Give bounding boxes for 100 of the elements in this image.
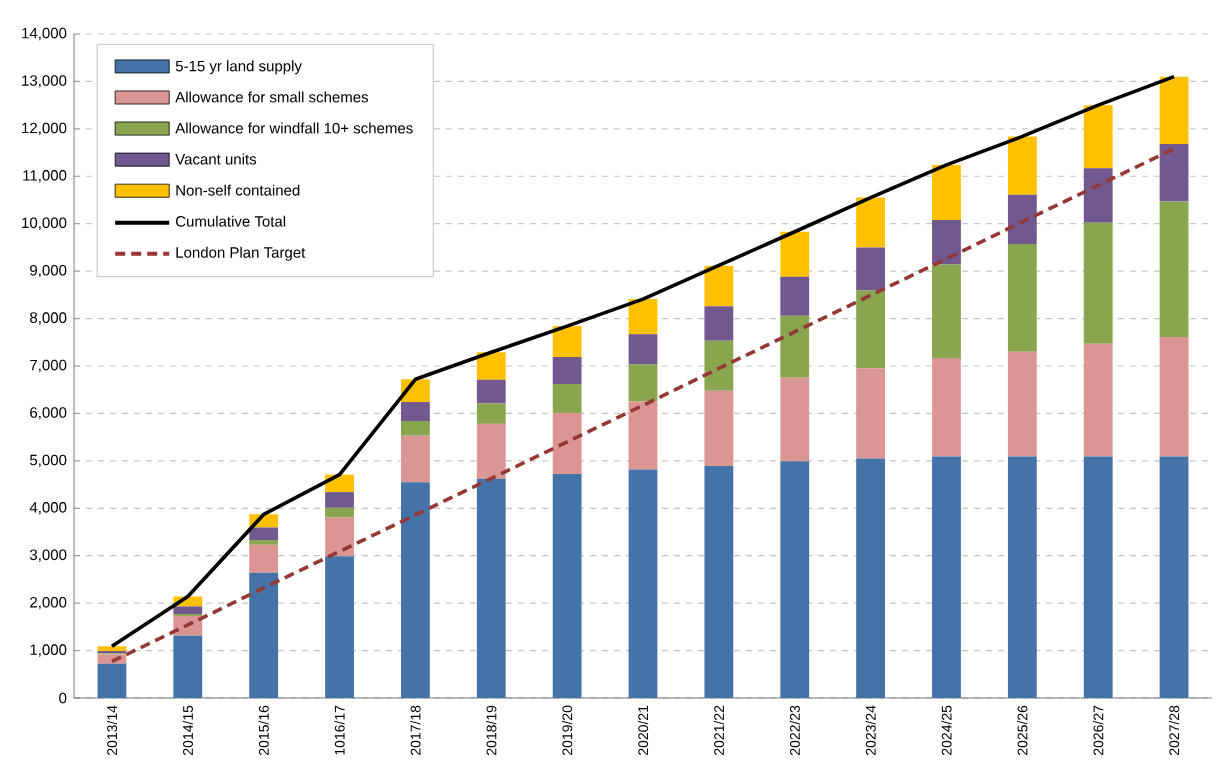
- bar: [856, 247, 886, 291]
- bar: [476, 423, 506, 479]
- bar: [476, 352, 506, 380]
- y-tick-label: 0: [59, 692, 67, 704]
- legend-label: Allowance for windfall 10+ schemes: [175, 122, 413, 134]
- bar: [704, 265, 734, 307]
- bar: [249, 572, 279, 698]
- bar: [400, 421, 430, 436]
- bar: [552, 326, 582, 357]
- y-tick-label: 1,000: [30, 644, 67, 657]
- bar: [856, 368, 886, 459]
- bar: [856, 290, 886, 369]
- bar: [325, 492, 354, 508]
- y-tick-label: 10,000: [22, 217, 67, 230]
- legend-label: Allowance for small schemes: [175, 91, 369, 103]
- bar: [400, 402, 430, 422]
- y-tick-label: 14,000: [22, 27, 67, 41]
- bar: [1007, 194, 1037, 245]
- bar: [704, 390, 734, 467]
- x-tick-label: 2027/28: [1168, 705, 1180, 755]
- bar: [325, 556, 354, 698]
- bar: [1007, 456, 1037, 698]
- bar: [704, 466, 734, 698]
- x-tick-label: 2025/26: [1017, 705, 1028, 755]
- legend-label: London Plan Target: [176, 246, 306, 261]
- bar: [552, 474, 582, 698]
- x-tick-label: 2017/18: [410, 705, 421, 755]
- y-tick-label: 12,000: [22, 122, 67, 136]
- y-tick-label: 8,000: [30, 312, 67, 325]
- x-tick-label: 2022/23: [789, 705, 800, 755]
- bar: [1083, 343, 1113, 457]
- y-tick-label: 7,000: [30, 359, 67, 373]
- bar: [932, 164, 961, 220]
- x-tick-label: 2024/25: [941, 705, 952, 755]
- bar: [1007, 136, 1037, 195]
- bar: [1159, 456, 1189, 698]
- bar: [325, 517, 354, 557]
- bar: [552, 384, 582, 413]
- bar: [476, 379, 506, 404]
- x-tick-label: 2026/27: [1093, 705, 1104, 755]
- x-tick-label: 2018/19: [486, 705, 497, 755]
- bar: [173, 606, 203, 615]
- legend-label: Vacant units: [175, 153, 257, 165]
- bar: [400, 482, 430, 698]
- bar: [1083, 168, 1113, 223]
- bar: [704, 340, 734, 391]
- bar: [1159, 337, 1189, 457]
- y-tick-label: 9,000: [30, 264, 67, 278]
- legend-label: Cumulative Total: [175, 215, 286, 227]
- bar: [1159, 76, 1189, 145]
- bar: [1083, 222, 1113, 344]
- bar: [628, 469, 658, 698]
- x-tick-label: 2020/21: [637, 705, 649, 755]
- y-tick-label: 5,000: [30, 454, 67, 468]
- bar: [476, 478, 506, 698]
- bar: [628, 299, 658, 335]
- bar: [780, 276, 810, 316]
- x-tick-label: 2021/22: [713, 705, 724, 755]
- bar: [552, 356, 582, 385]
- bar: [1083, 456, 1113, 698]
- y-tick-label: 11,000: [23, 170, 67, 183]
- x-tick-label: 2023/24: [865, 705, 876, 755]
- y-tick-label: 2,000: [30, 596, 67, 610]
- bar: [780, 231, 810, 277]
- bar: [628, 364, 658, 402]
- bar: [249, 544, 279, 573]
- bar: [249, 527, 279, 541]
- bar: [780, 315, 810, 378]
- bar: [856, 197, 886, 248]
- bar: [856, 458, 886, 698]
- bar: [932, 264, 961, 358]
- x-tick-label: 2014/15: [182, 705, 193, 755]
- bar: [173, 635, 203, 698]
- bar: [932, 219, 961, 265]
- bar: [1159, 201, 1189, 338]
- bar: [476, 403, 506, 424]
- y-tick-label: 4,000: [29, 502, 67, 515]
- bar: [704, 306, 734, 341]
- bar: [1083, 105, 1113, 169]
- x-tick-label: 2013/14: [106, 705, 118, 755]
- bar: [1007, 244, 1037, 352]
- legend-label: 5-15 yr land supply: [175, 60, 302, 75]
- bar: [97, 646, 127, 652]
- bar: [780, 461, 810, 698]
- bar: [628, 334, 658, 365]
- bar: [552, 412, 582, 475]
- y-tick-label: 6,000: [30, 407, 67, 420]
- y-tick-label: 3,000: [29, 549, 67, 562]
- x-tick-label: 2015/16: [258, 705, 269, 755]
- bar: [628, 401, 658, 470]
- bar: [1159, 144, 1189, 202]
- bar: [932, 357, 961, 457]
- bar: [400, 435, 430, 483]
- bar: [1007, 351, 1037, 457]
- bar: [932, 456, 961, 698]
- bar: [249, 540, 279, 545]
- bar: [325, 507, 354, 518]
- x-tick-label: 1016/17: [334, 705, 345, 755]
- x-tick-label: 2019/20: [562, 705, 573, 755]
- legend-label: Non-self contained: [176, 184, 300, 196]
